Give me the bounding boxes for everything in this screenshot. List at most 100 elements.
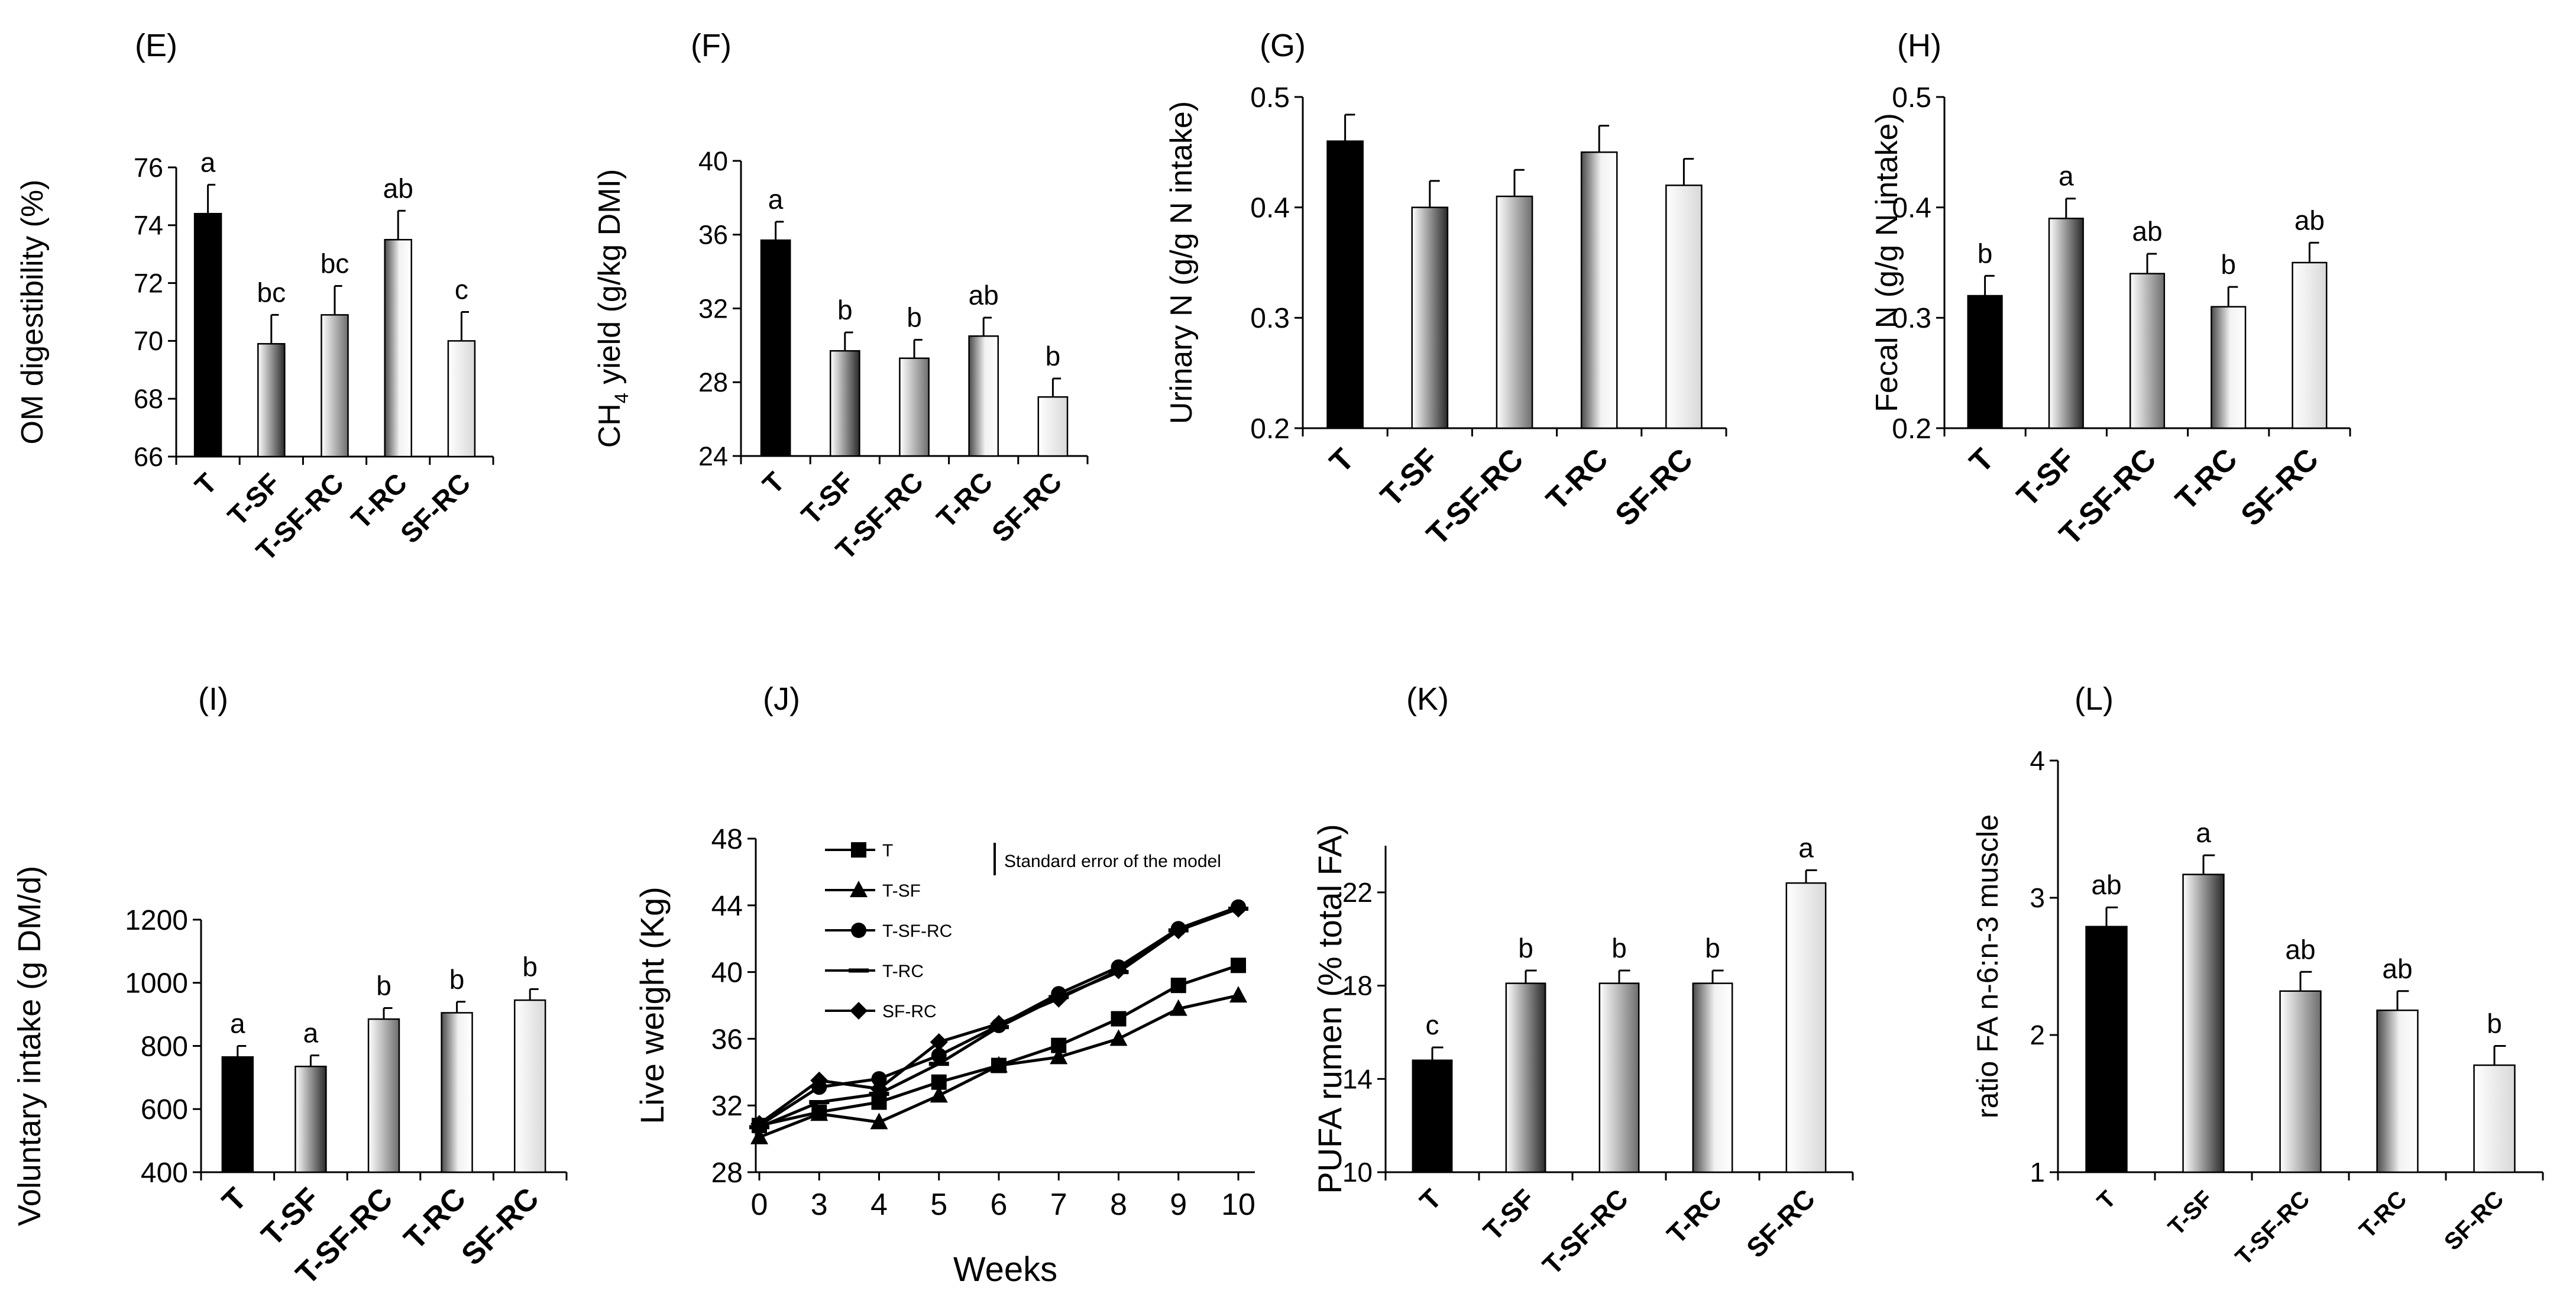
y-tick-label: 0.2 — [1250, 413, 1290, 445]
y-tick-label: 14 — [1342, 1063, 1373, 1094]
x-tick-label: 5 — [930, 1188, 947, 1222]
data-point — [870, 1080, 888, 1098]
data-point — [1050, 989, 1068, 1008]
bar-sf-rc — [513, 999, 546, 1173]
category-label: T — [1323, 442, 1361, 480]
bar-t-rc — [2376, 1009, 2419, 1173]
y-tick-label: 74 — [134, 211, 163, 241]
category-label: T-SF — [795, 466, 859, 531]
category-label: SF-RC — [1609, 442, 1700, 532]
category-label: T-SF — [1374, 442, 1446, 513]
y-tick-label: 36 — [711, 1024, 743, 1055]
significance-letter: a — [2196, 817, 2211, 848]
panel-label: (F) — [691, 28, 732, 63]
category-label: T-RC — [1661, 1183, 1727, 1250]
data-point — [1231, 958, 1246, 973]
data-point — [1109, 1029, 1128, 1046]
bar-t-sf — [1505, 982, 1546, 1173]
data-point — [931, 1047, 947, 1063]
y-tick-label: 0.3 — [1250, 303, 1290, 334]
data-point — [1050, 1047, 1068, 1065]
bar-t — [760, 239, 791, 457]
y-tick-label: 0.4 — [1892, 192, 1931, 224]
y-axis-label: Live weight (Kg) — [633, 887, 671, 1124]
standard-error-annotation: Standard error of the model — [1004, 852, 1221, 871]
y-tick-label: 68 — [134, 384, 163, 414]
bar-t-rc — [2211, 306, 2247, 429]
data-point — [1111, 1011, 1127, 1027]
y-tick-label: 22 — [1342, 877, 1373, 908]
panel-label: (I) — [198, 681, 228, 717]
y-tick-label: 40 — [698, 146, 728, 176]
y-tick-label: 32 — [698, 293, 728, 324]
y-tick-label: 1200 — [125, 905, 188, 936]
y-tick-label: 28 — [698, 367, 728, 397]
significance-letter: bc — [257, 277, 286, 308]
significance-letter: a — [1798, 832, 1814, 863]
bar-t-sf-rc — [899, 357, 930, 457]
y-axis-label: Urinary N (g/g N intake) — [1164, 101, 1199, 424]
y-tick-label: 76 — [134, 153, 163, 183]
series-t — [752, 958, 1246, 1134]
chart-panel-j: (J) 28 32 36 40 44 48 0 3 4 5 6 7 8 9 10 Weeks Live weigh… — [633, 681, 1255, 1289]
significance-letter: ab — [969, 280, 999, 310]
category-label: T-SF-RC — [1536, 1183, 1634, 1280]
category-label: T-SF — [2011, 442, 2082, 513]
legend-marker — [850, 1002, 868, 1020]
significance-letter: b — [1978, 238, 1993, 269]
category-label: T — [756, 465, 791, 500]
y-tick-label: 2 — [2030, 1020, 2045, 1050]
data-point — [990, 1056, 1008, 1073]
legend-label: T-RC — [882, 962, 924, 981]
bar-t-sf — [257, 343, 286, 458]
y-tick-label: 72 — [134, 268, 163, 298]
y-axis-label: PUFA rumen (% total FA) — [1311, 824, 1348, 1194]
data-point — [990, 1015, 1008, 1033]
significance-letter: b — [1046, 341, 1061, 371]
chart-panel-i: (I) 400 600 800 1000 1200 Voluntary intake (g … — [12, 681, 568, 1292]
category-label: T — [2092, 1186, 2121, 1214]
data-point — [930, 1033, 948, 1052]
bar-t-sf-rc — [2279, 990, 2322, 1173]
data-point — [871, 1071, 887, 1087]
panel-label: (G) — [1260, 28, 1306, 63]
data-point — [870, 1112, 888, 1130]
significance-letter: b — [1705, 933, 1720, 963]
data-point — [1169, 921, 1187, 940]
bar-t — [2085, 926, 2128, 1173]
legend-label: SF-RC — [882, 1002, 937, 1021]
y-tick-label: 600 — [141, 1094, 188, 1125]
significance-letter: a — [2059, 161, 2074, 192]
bar-t — [1412, 1059, 1453, 1173]
chart-panel-g: (G) 0.2 0.3 0.4 0.5 Urinary N (g/g N intake) T… — [1164, 28, 1727, 552]
series-sf-rc — [750, 900, 1247, 1133]
y-tick-label: 0.4 — [1250, 192, 1290, 224]
y-tick-label: 24 — [698, 441, 728, 471]
bar-t-sf-rc — [367, 1018, 400, 1173]
panel-label: (J) — [763, 681, 800, 717]
y-tick-label: 28 — [711, 1157, 743, 1189]
bar-t-rc — [1580, 151, 1618, 429]
data-point — [810, 1104, 829, 1121]
data-point — [1229, 900, 1247, 918]
y-tick-label: 10 — [1342, 1157, 1373, 1188]
category-label: T-RC — [1540, 442, 1615, 517]
x-tick-label: 0 — [751, 1188, 768, 1222]
bar-sf-rc — [447, 340, 476, 458]
y-axis-label-subscript: 4 — [611, 393, 632, 403]
significance-letter: b — [907, 302, 922, 333]
significance-letter: ab — [383, 173, 413, 203]
significance-letter: a — [230, 1008, 245, 1039]
panel-label: (E) — [135, 28, 177, 63]
x-tick-label: 7 — [1050, 1188, 1067, 1222]
category-label: SF-RC — [985, 466, 1067, 548]
significance-letter: a — [200, 147, 216, 177]
significance-letter: ab — [2295, 205, 2325, 235]
y-tick-label: 0.5 — [1250, 82, 1290, 114]
significance-letter: ab — [2285, 934, 2315, 965]
significance-letter: b — [1518, 933, 1533, 963]
chart-panel-l: (L) 1 2 3 4 ratio FA n-6:n-3 muscle ab Ta T-SF ab… — [1971, 681, 2544, 1270]
y-axis-label: Voluntary intake (g DM/d) — [12, 866, 47, 1226]
y-tick-label: 3 — [2030, 882, 2045, 913]
